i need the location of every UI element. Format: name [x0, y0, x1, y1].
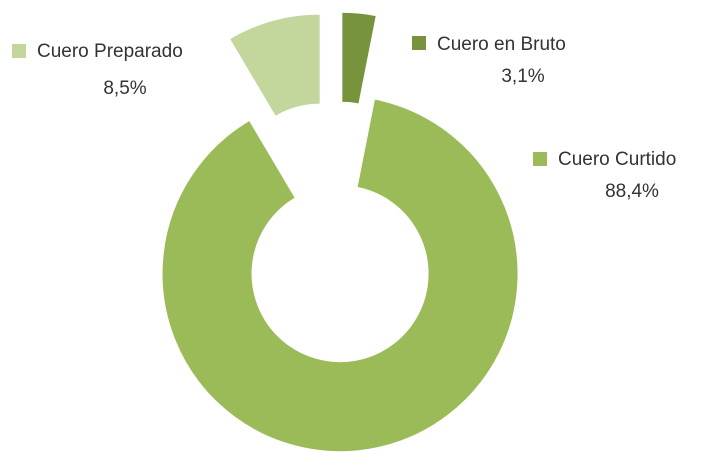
slice-label: Cuero en Bruto [437, 34, 566, 55]
legend-swatch [412, 36, 426, 50]
slice-label: Cuero Preparado [37, 41, 183, 62]
donut-slice [228, 13, 321, 118]
slice-label: Cuero Curtido [558, 149, 676, 170]
legend-swatch [12, 44, 26, 58]
value-label: 3,1% [501, 66, 544, 87]
donut-slice [341, 11, 377, 105]
value-label: 8,5% [103, 78, 146, 99]
value-label: 88,4% [605, 181, 659, 202]
legend-swatch [533, 152, 547, 166]
donut-slice [161, 98, 519, 452]
